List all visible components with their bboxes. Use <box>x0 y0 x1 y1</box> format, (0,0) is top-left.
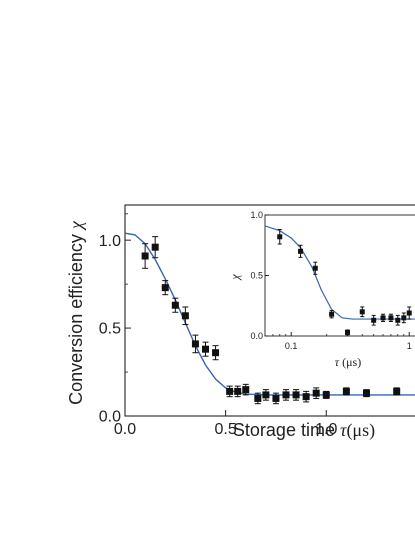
main-plot: 0.00.51.01.50.00.51.0 <box>99 204 415 438</box>
main-axes-frame <box>124 204 415 417</box>
main-data-point <box>141 243 149 269</box>
main-data-point <box>171 297 179 313</box>
main-marker <box>322 391 330 399</box>
inset-marker <box>371 317 377 323</box>
main-data-point <box>262 389 270 401</box>
main-data-point <box>161 280 169 296</box>
inset-marker <box>380 315 386 321</box>
main-data-point <box>151 236 159 259</box>
inset-data-point <box>371 314 377 326</box>
main-data-point <box>212 345 220 361</box>
main-data-point <box>292 389 300 401</box>
main-data-point <box>282 389 290 401</box>
main-x-axis-label: Storage time τ(μs) <box>233 420 375 441</box>
main-marker <box>171 301 179 309</box>
main-data-point <box>226 385 234 398</box>
inset-marker <box>406 310 412 316</box>
inset-data-point <box>401 312 407 324</box>
inset-data-point <box>359 306 365 318</box>
main-data-point <box>234 385 242 398</box>
main-marker <box>191 340 199 348</box>
inset-plot: 0.1 1 0.0 0.5 1.0 <box>250 210 415 351</box>
main-x-tick-label: 0.0 <box>114 421 136 438</box>
inset-y-tick-label: 0.0 <box>250 331 263 341</box>
main-x-tick-label: 0.5 <box>215 421 237 438</box>
main-marker <box>262 391 270 399</box>
inset-data-point <box>406 306 412 320</box>
inset-marker <box>329 311 335 317</box>
main-plot-area <box>125 232 415 405</box>
main-data-point <box>393 387 401 396</box>
inset-x-tick-label: 1 <box>407 341 412 351</box>
main-marker <box>292 391 300 399</box>
main-data-point <box>242 383 250 396</box>
inset-data-point <box>312 261 318 275</box>
inset-data-point <box>388 313 394 322</box>
inset-y-tick-label: 1.0 <box>250 210 263 220</box>
main-data-point <box>181 306 189 326</box>
inset-x-tick-label: 0.1 <box>285 341 298 351</box>
inset-marker <box>359 309 365 315</box>
main-data-point <box>342 387 350 396</box>
inset-marker <box>388 315 394 321</box>
main-marker <box>151 243 159 251</box>
inset-x-axis-label: τ (μs) <box>335 355 361 369</box>
main-marker <box>254 394 262 402</box>
inset-data-point <box>345 329 350 336</box>
inset-data-point <box>395 314 401 326</box>
inset-marker <box>277 234 283 240</box>
main-data-point <box>302 390 310 403</box>
inset-marker <box>345 329 350 335</box>
inset-marker <box>401 315 407 321</box>
main-marker <box>181 312 189 320</box>
main-marker <box>302 393 310 401</box>
main-marker <box>202 345 209 353</box>
main-marker <box>342 387 350 395</box>
main-y-tick-label: 0.5 <box>99 321 121 338</box>
main-marker <box>226 387 234 395</box>
main-marker <box>282 391 290 399</box>
main-data-point <box>363 389 370 398</box>
main-data-point <box>312 387 320 399</box>
main-data-point <box>254 392 262 405</box>
main-data-point <box>322 390 330 399</box>
main-y-tick-label: 1.0 <box>99 233 121 250</box>
inset-y-axis-label: χ <box>228 274 242 281</box>
main-data-point <box>191 334 199 354</box>
main-data-point <box>202 341 209 357</box>
inset-data-point <box>298 244 304 258</box>
inset-marker <box>298 248 304 254</box>
main-marker <box>312 389 320 397</box>
main-x-tick-label: 1.0 <box>315 421 337 438</box>
main-marker <box>272 394 280 402</box>
main-marker <box>141 252 149 260</box>
inset-marker <box>312 265 318 271</box>
main-marker <box>161 284 169 292</box>
inset-data-point <box>380 313 386 322</box>
main-marker <box>363 389 370 397</box>
inset-marker <box>395 317 401 323</box>
inset-plot-area <box>265 225 415 336</box>
inset-data-point <box>277 229 283 245</box>
main-y-tick-label: 0.0 <box>99 409 121 426</box>
main-y-axis-label: Conversion efficiency χ <box>66 220 86 405</box>
main-marker <box>212 349 220 357</box>
main-marker <box>393 387 401 395</box>
inset-data-point <box>329 310 335 319</box>
main-data-point <box>272 392 280 405</box>
inset-y-tick-label: 0.5 <box>250 271 263 281</box>
main-marker <box>242 386 250 394</box>
main-marker <box>234 387 242 395</box>
